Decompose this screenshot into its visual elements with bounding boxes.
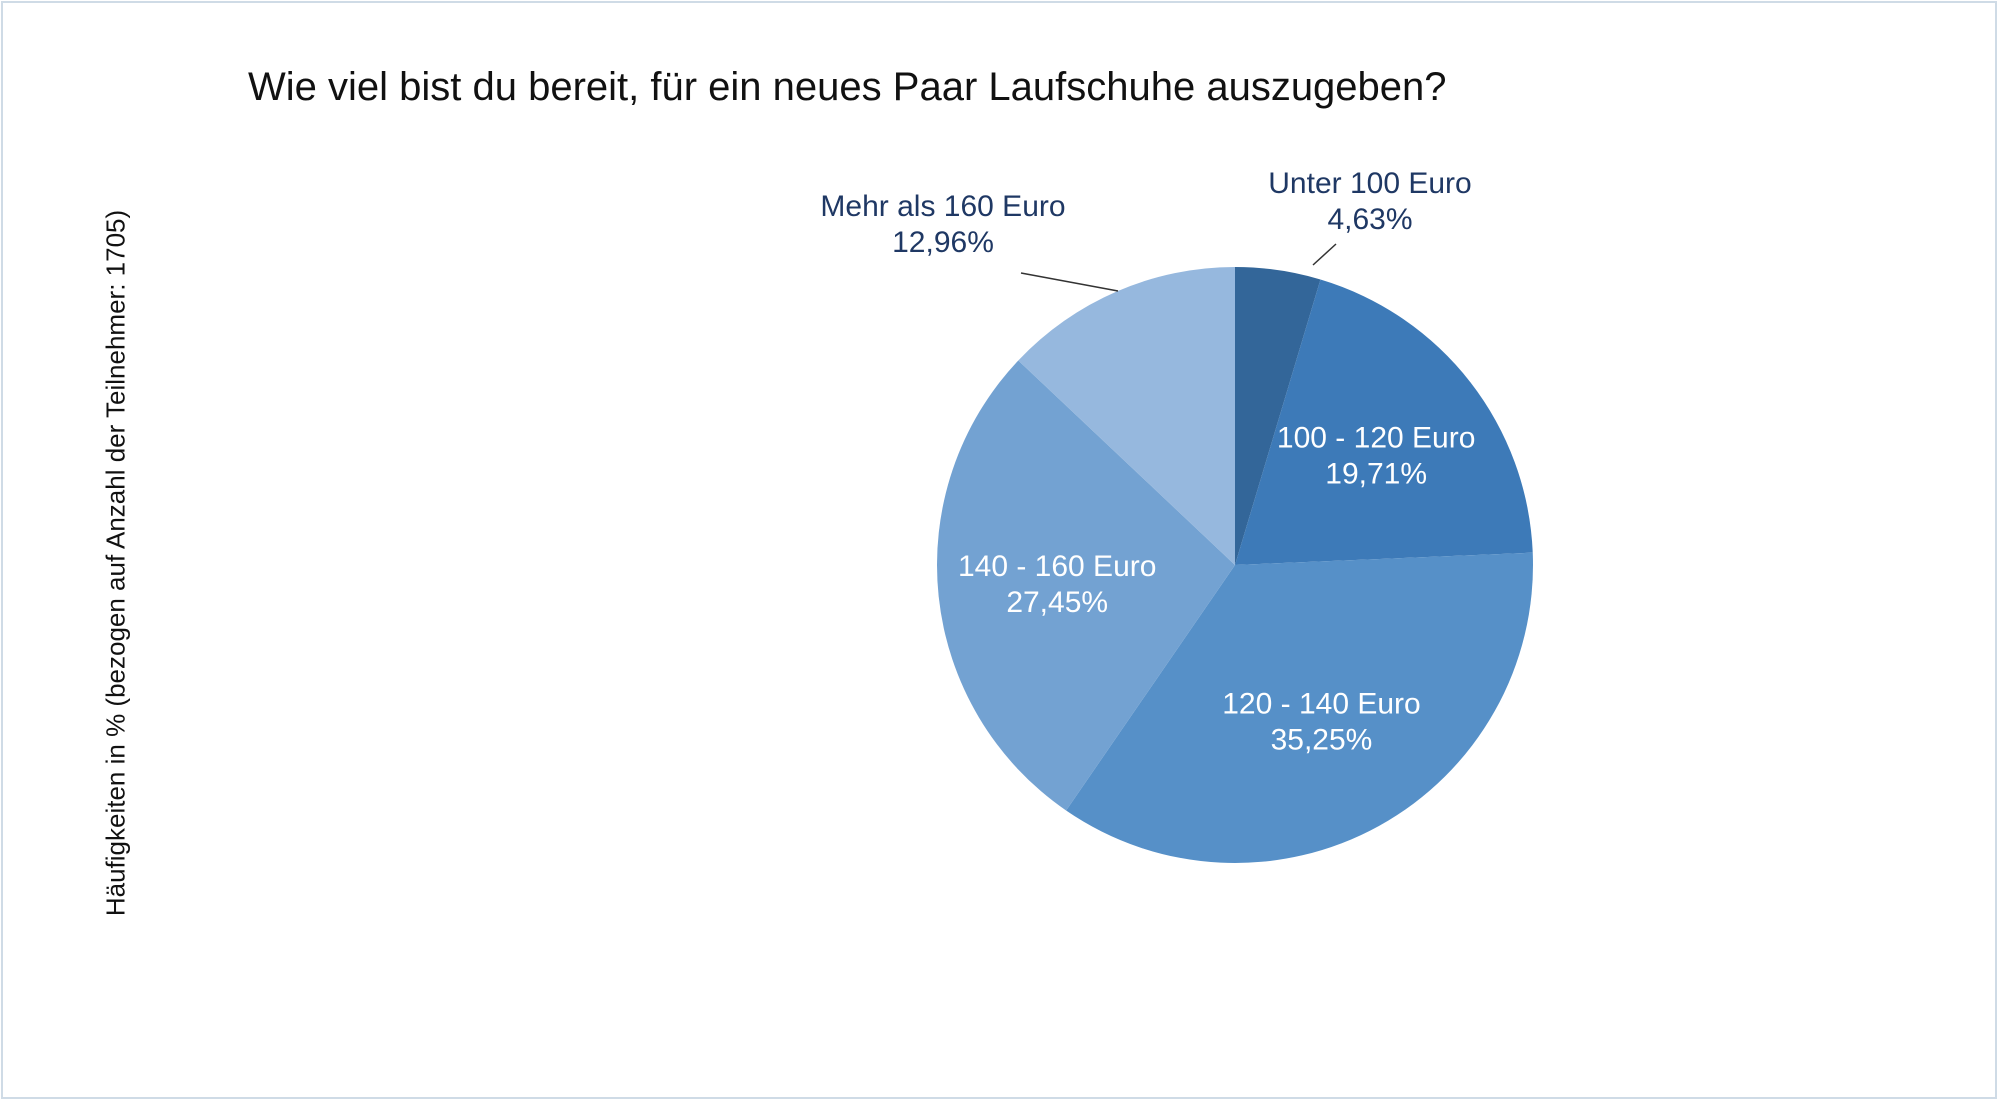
slice-category-label: 120 - 140 Euro <box>1222 687 1420 720</box>
slice-value-label: 4,63% <box>1327 203 1412 236</box>
pie-slice-140-160-euro <box>937 360 1235 811</box>
slice-category-label: Mehr als 160 Euro <box>820 190 1065 223</box>
slice-label-unter-100-euro: Unter 100 Euro 4,63% <box>1268 167 1471 236</box>
slice-value-label: 19,71% <box>1325 457 1427 490</box>
slice-category-label: 140 - 160 Euro <box>958 550 1156 583</box>
pie-slice-mehr-als-160-euro <box>1018 267 1235 565</box>
pie-chart: Unter 100 Euro 4,63%100 - 120 Euro 19,71%1… <box>820 167 1533 863</box>
slice-label-120-140-euro: 120 - 140 Euro 35,25% <box>1222 687 1420 756</box>
slice-category-label: Unter 100 Euro <box>1268 167 1471 200</box>
slice-label-mehr-als-160-euro: Mehr als 160 Euro 12,96% <box>820 190 1065 259</box>
pie-slice-unter-100-euro <box>1235 267 1321 565</box>
slice-label-100-120-euro: 100 - 120 Euro 19,71% <box>1277 421 1475 490</box>
slice-category-label: 100 - 120 Euro <box>1277 421 1475 454</box>
slice-value-label: 27,45% <box>1006 586 1108 619</box>
pie-slice-120-140-euro <box>1066 552 1533 863</box>
pie-slice-100-120-euro <box>1235 279 1533 565</box>
slice-value-label: 12,96% <box>892 226 994 259</box>
leader-line-unter-100-euro <box>1312 243 1337 266</box>
chart-title: Wie viel bist du bereit, für ein neues P… <box>248 65 1447 109</box>
leader-line-mehr-als-160-euro <box>1020 272 1119 292</box>
slice-label-140-160-euro: 140 - 160 Euro 27,45% <box>958 550 1156 619</box>
slice-value-label: 35,25% <box>1271 723 1373 756</box>
